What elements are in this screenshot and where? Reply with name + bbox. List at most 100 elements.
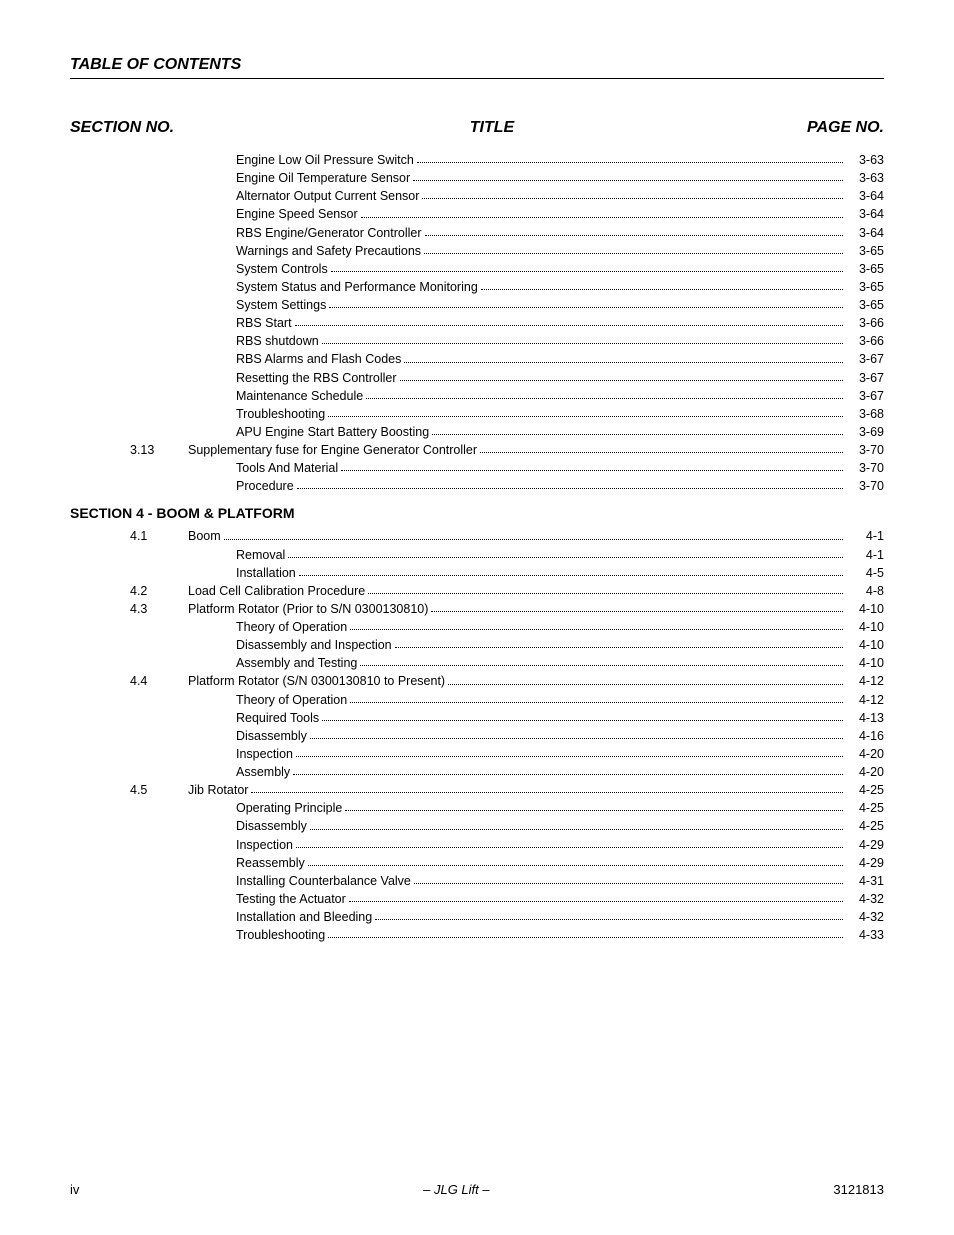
toc-entry: Maintenance Schedule 3-67: [130, 387, 884, 405]
toc-leader-dots: [366, 398, 843, 399]
toc-leader-dots: [299, 575, 843, 576]
toc-title: Platform Rotator (S/N 0300130810 to Pres…: [188, 672, 445, 690]
toc-entry: 4.4Platform Rotator (S/N 0300130810 to P…: [130, 672, 884, 690]
toc-leader-dots: [310, 738, 843, 739]
toc-leader-dots: [329, 307, 843, 308]
col-page: PAGE NO.: [764, 119, 884, 137]
toc-page-number: 3-70: [846, 459, 884, 477]
toc-title: Engine Speed Sensor: [188, 205, 358, 223]
toc-entry: Installing Counterbalance Valve4-31: [130, 872, 884, 890]
toc-page-number: 4-33: [846, 926, 884, 944]
col-section: SECTION NO.: [70, 119, 220, 137]
toc-entry: 4.1Boom4-1: [130, 527, 884, 545]
toc-title: Platform Rotator (Prior to S/N 030013081…: [188, 600, 428, 618]
toc-leader-dots: [310, 829, 843, 830]
toc-entry: Assembly and Testing4-10: [130, 654, 884, 672]
toc-entry: Engine Speed Sensor 3-64: [130, 205, 884, 223]
toc-leader-dots: [350, 702, 843, 703]
toc-title: RBS Start: [188, 314, 292, 332]
toc-leader-dots: [404, 362, 843, 363]
toc-page-number: 4-16: [846, 727, 884, 745]
toc-entry: Reassembly4-29: [130, 854, 884, 872]
toc-title: RBS Alarms and Flash Codes: [188, 350, 401, 368]
toc-title: Operating Principle: [188, 799, 342, 817]
toc-entry: Troubleshooting3-68: [130, 405, 884, 423]
toc-entry: Theory of Operation4-10: [130, 618, 884, 636]
footer-center: – JLG Lift –: [423, 1182, 489, 1197]
toc-entry: Engine Low Oil Pressure Switch3-63: [130, 151, 884, 169]
toc-entry: Disassembly4-16: [130, 727, 884, 745]
toc-leader-dots: [375, 919, 843, 920]
toc-entry: Installation and Bleeding4-32: [130, 908, 884, 926]
toc-page-number: 4-10: [846, 600, 884, 618]
toc-page-number: 4-12: [846, 672, 884, 690]
toc-leader-dots: [251, 792, 843, 793]
toc-title: Installation and Bleeding: [188, 908, 372, 926]
toc-section-number: 4.3: [130, 600, 188, 618]
toc-title: Required Tools: [188, 709, 319, 727]
toc-page-number: 4-13: [846, 709, 884, 727]
toc-leader-dots: [422, 198, 843, 199]
toc-entry: Warnings and Safety Precautions3-65: [130, 242, 884, 260]
toc-page-number: 3-67: [846, 387, 884, 405]
toc-entry: RBS Start3-66: [130, 314, 884, 332]
toc-leader-dots: [295, 325, 843, 326]
toc-entry: Required Tools 4-13: [130, 709, 884, 727]
toc-title: Installation: [188, 564, 296, 582]
table-of-contents: Engine Low Oil Pressure Switch3-63 Engine…: [70, 151, 884, 944]
toc-page-number: 4-29: [846, 836, 884, 854]
toc-section-number: 4.4: [130, 672, 188, 690]
toc-page-number: 4-10: [846, 636, 884, 654]
toc-entry: System Settings3-65: [130, 296, 884, 314]
toc-entry: APU Engine Start Battery Boosting3-69: [130, 423, 884, 441]
toc-leader-dots: [424, 253, 843, 254]
toc-leader-dots: [341, 470, 843, 471]
toc-leader-dots: [417, 162, 843, 163]
toc-page-number: 4-25: [846, 817, 884, 835]
toc-section-number: 4.5: [130, 781, 188, 799]
toc-title: Assembly: [188, 763, 290, 781]
toc-title: Troubleshooting: [188, 926, 325, 944]
toc-title: Removal: [188, 546, 285, 564]
toc-entry: System Controls3-65: [130, 260, 884, 278]
toc-title: System Status and Performance Monitoring: [188, 278, 478, 296]
toc-section-number: 3.13: [130, 441, 188, 459]
page-footer: iv – JLG Lift – 3121813: [70, 1182, 884, 1197]
toc-page-number: 4-25: [846, 799, 884, 817]
toc-title: Maintenance Schedule: [188, 387, 363, 405]
toc-leader-dots: [400, 380, 844, 381]
toc-entry: 3.13Supplementary fuse for Engine Genera…: [130, 441, 884, 459]
toc-entry: Disassembly and Inspection4-10: [130, 636, 884, 654]
toc-title: APU Engine Start Battery Boosting: [188, 423, 429, 441]
toc-title: Troubleshooting: [188, 405, 325, 423]
toc-page-number: 3-64: [846, 205, 884, 223]
toc-entry: Installation4-5: [130, 564, 884, 582]
toc-leader-dots: [480, 452, 843, 453]
toc-entry: Troubleshooting 4-33: [130, 926, 884, 944]
toc-title: Warnings and Safety Precautions: [188, 242, 421, 260]
toc-page-number: 3-64: [846, 187, 884, 205]
toc-entry: RBS Engine/Generator Controller3-64: [130, 224, 884, 242]
toc-leader-dots: [322, 343, 843, 344]
toc-leader-dots: [308, 865, 843, 866]
toc-entry: Alternator Output Current Sensor3-64: [130, 187, 884, 205]
toc-title: Procedure: [188, 477, 294, 495]
footer-right: 3121813: [833, 1182, 884, 1197]
toc-page-number: 3-65: [846, 296, 884, 314]
toc-page-number: 3-63: [846, 169, 884, 187]
toc-entry: Disassembly4-25: [130, 817, 884, 835]
toc-title: Resetting the RBS Controller: [188, 369, 397, 387]
toc-page-number: 4-8: [846, 582, 884, 600]
toc-leader-dots: [425, 235, 843, 236]
toc-page-number: 3-66: [846, 332, 884, 350]
page-header: TABLE OF CONTENTS: [70, 56, 884, 79]
toc-entry: Resetting the RBS Controller3-67: [130, 369, 884, 387]
toc-title: Reassembly: [188, 854, 305, 872]
toc-leader-dots: [395, 647, 843, 648]
toc-section-number: 4.2: [130, 582, 188, 600]
toc-title: Inspection: [188, 745, 293, 763]
toc-title: Load Cell Calibration Procedure: [188, 582, 365, 600]
toc-page-number: 4-31: [846, 872, 884, 890]
toc-page-number: 3-65: [846, 278, 884, 296]
toc-page-number: 4-20: [846, 763, 884, 781]
